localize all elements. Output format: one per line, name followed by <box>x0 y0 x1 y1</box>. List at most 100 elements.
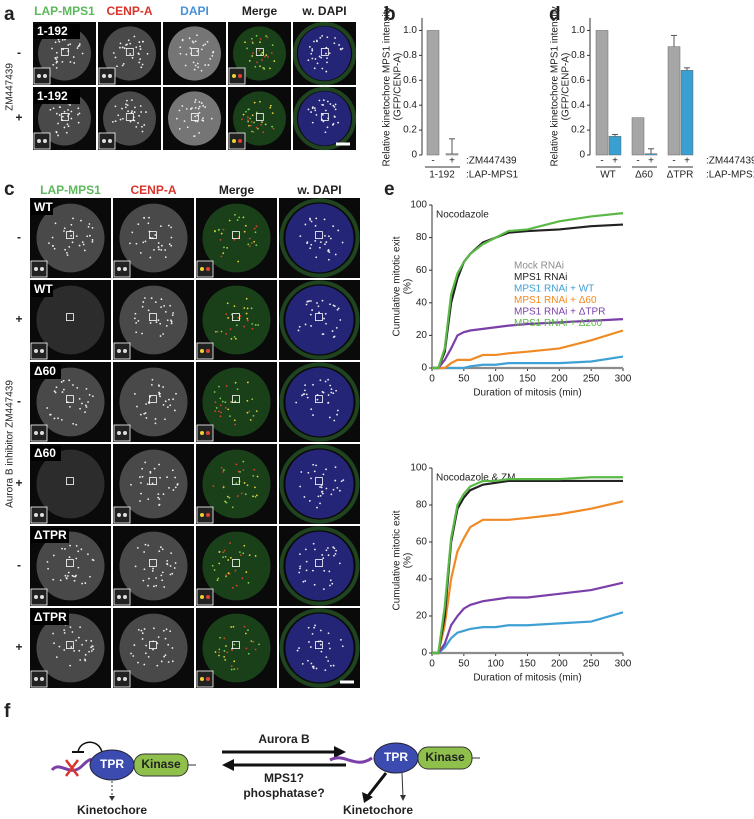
speckle <box>250 242 253 245</box>
speckle <box>169 304 172 307</box>
x-tick-label: 200 <box>551 374 568 385</box>
speckle <box>319 629 322 632</box>
speckle <box>165 324 168 327</box>
micrograph <box>113 362 194 442</box>
speckle <box>139 500 141 502</box>
speckle <box>51 236 54 239</box>
roi-box <box>315 231 323 240</box>
speckle <box>261 59 263 61</box>
speckle <box>298 571 301 574</box>
speckle <box>139 413 142 416</box>
speckle <box>140 66 143 69</box>
condition: + <box>15 476 22 490</box>
speckle <box>143 551 146 553</box>
speckle <box>165 628 168 631</box>
speckle <box>134 565 137 568</box>
series-line <box>432 329 624 370</box>
speckle <box>69 626 72 629</box>
speckle <box>247 243 250 246</box>
speckle <box>323 317 325 320</box>
speckle <box>233 305 236 308</box>
speckle <box>252 130 255 133</box>
speckle <box>226 246 229 249</box>
y-axis-label: Relative kinetochore MPS1 intensity(GFP/… <box>381 6 403 166</box>
series-label: + <box>684 156 690 167</box>
speckle <box>238 216 241 219</box>
kinase-label: Kinase <box>425 750 465 764</box>
speckle <box>171 660 174 663</box>
speckle <box>335 549 338 552</box>
speckle <box>330 493 333 496</box>
speckle <box>181 105 184 107</box>
speckle <box>91 239 94 241</box>
speckle <box>91 395 94 398</box>
speckle <box>116 65 118 68</box>
roi-box <box>232 559 240 567</box>
speckle <box>257 324 260 326</box>
speckle <box>231 506 234 509</box>
micrograph <box>196 526 277 606</box>
speckle <box>147 498 150 501</box>
speckle <box>325 52 327 55</box>
speckle <box>159 546 162 549</box>
speckle <box>328 52 331 55</box>
speckle <box>332 336 335 339</box>
speckle <box>225 313 228 316</box>
inset <box>30 342 48 360</box>
speckle <box>267 55 269 58</box>
speckle <box>55 112 58 115</box>
speckle <box>134 106 136 109</box>
speckle <box>234 381 237 384</box>
speckle <box>310 408 313 411</box>
roi-box <box>149 395 157 404</box>
speckle <box>234 423 237 426</box>
speckle <box>319 643 322 646</box>
row-label-box <box>31 446 61 461</box>
speckle <box>251 114 254 117</box>
y-tick-label: 0 <box>411 150 417 161</box>
speckle <box>217 577 220 580</box>
x-tick-label: 250 <box>583 659 600 670</box>
speckle <box>225 575 227 578</box>
speckle <box>257 127 259 130</box>
speckle <box>333 116 336 118</box>
speckle <box>136 546 139 549</box>
y-tick-label: 0 <box>579 150 585 161</box>
kinase-label: Kinase <box>141 757 181 771</box>
speckle <box>254 648 257 651</box>
speckle <box>233 643 236 646</box>
legend-entry: MPS1 RNAi + ΔTPR <box>514 307 605 318</box>
speckle <box>264 123 267 126</box>
speckle <box>315 667 318 670</box>
speckle <box>63 110 66 113</box>
legend-entry: MPS1 RNAi + Δ200 <box>514 318 603 329</box>
speckle <box>167 224 170 227</box>
speckle <box>133 111 136 113</box>
speckle <box>318 99 321 102</box>
speckle <box>125 44 127 46</box>
speckle <box>87 401 89 403</box>
speckle <box>322 104 325 106</box>
speckle <box>310 300 312 302</box>
speckle <box>324 312 327 315</box>
speckle <box>77 107 80 110</box>
speckle <box>233 419 236 422</box>
speckle <box>304 323 307 326</box>
speckle <box>235 584 238 587</box>
inset-spot <box>200 513 204 517</box>
speckle <box>140 492 142 495</box>
speckle <box>202 44 205 47</box>
speckle <box>196 62 199 65</box>
speckle <box>200 48 203 51</box>
speckle <box>299 567 301 570</box>
speckle <box>157 636 160 639</box>
speckle <box>227 559 230 561</box>
speckle <box>121 107 123 110</box>
cell <box>38 26 91 81</box>
speckle <box>319 494 322 497</box>
speckle <box>260 123 263 126</box>
speckle <box>246 47 248 50</box>
speckle <box>224 401 227 404</box>
speckle <box>305 393 308 396</box>
speckle <box>122 62 125 65</box>
